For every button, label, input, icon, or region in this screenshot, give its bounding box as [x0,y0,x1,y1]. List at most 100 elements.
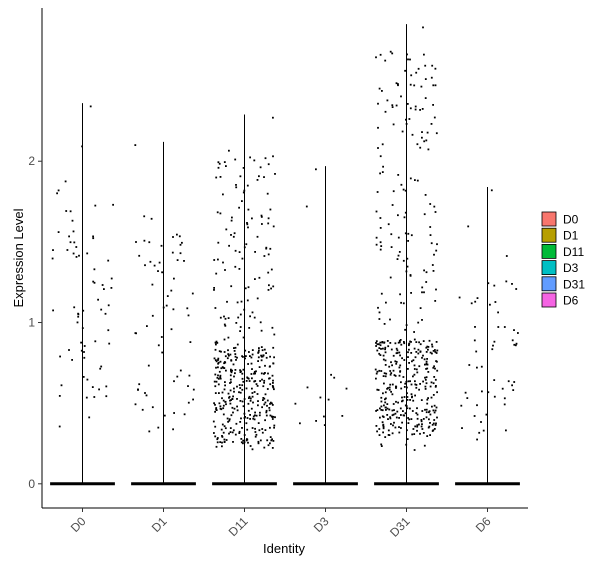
data-point [232,429,235,432]
data-point [229,399,231,402]
data-point [238,268,241,270]
data-point [418,423,420,426]
data-point [144,392,146,394]
data-point [435,352,438,354]
data-point [58,425,61,428]
data-point [181,241,183,244]
data-point [418,341,420,344]
data-point [378,87,381,90]
data-point [243,412,246,415]
data-point [416,179,419,182]
data-point [219,405,222,408]
data-point [390,233,393,236]
data-point [77,313,80,316]
data-point [176,233,178,236]
data-point [246,428,249,431]
data-point [253,372,255,375]
data-point [432,409,435,412]
data-point [391,52,394,55]
data-point [497,311,499,314]
data-point [272,386,275,389]
data-point [406,265,409,268]
data-point [165,304,168,307]
legend-label: D31 [563,277,585,291]
data-point [267,163,270,166]
data-point [267,372,269,375]
data-point [392,354,395,357]
data-point [266,192,269,195]
data-point [183,260,185,262]
data-point [97,298,99,301]
data-point [265,414,268,417]
data-point [256,179,259,181]
data-point [234,346,237,349]
data-point [259,411,261,414]
data-point [214,425,217,428]
data-point [269,426,271,429]
data-point [385,406,387,409]
data-point [383,341,385,344]
data-point [236,398,238,400]
data-point [272,116,274,119]
data-point [226,357,229,360]
data-point [421,423,423,426]
data-point [218,402,221,405]
data-point [82,376,85,378]
data-point [160,244,163,247]
data-point [424,376,426,379]
data-point [480,365,483,368]
data-point [434,84,437,87]
data-point [404,404,407,407]
data-point [389,373,392,376]
data-point [239,400,242,402]
data-point [375,425,378,427]
data-point [426,398,429,401]
data-point [243,398,246,400]
data-point [379,53,382,56]
data-point [382,416,385,418]
data-point [176,375,179,378]
data-point [490,189,493,192]
data-point [219,212,222,215]
data-point [221,423,224,426]
data-point [426,358,428,360]
data-point [432,394,435,396]
data-point [435,385,437,387]
data-point [413,433,416,435]
data-point [230,368,232,371]
data-point [221,391,224,394]
data-point [396,349,399,352]
data-point [249,399,252,402]
data-point [221,366,224,368]
data-point [405,380,408,383]
data-point [416,143,419,146]
data-point [231,406,234,409]
data-point [234,355,237,358]
data-point [247,409,250,412]
data-point [173,412,175,414]
data-point [213,357,216,360]
data-point [430,123,433,125]
data-point [251,392,254,394]
data-point [157,344,160,347]
data-point [396,410,399,413]
data-point [147,364,150,367]
data-point [266,404,268,407]
data-point [226,300,228,303]
data-point [400,183,403,186]
data-point [247,377,250,380]
data-point [234,249,237,252]
data-point [409,407,411,410]
data-point [333,376,336,379]
data-point [425,360,428,363]
data-point [233,350,236,352]
data-point [387,387,389,389]
data-point [305,205,308,208]
data-point [65,210,68,212]
data-point [425,281,428,283]
data-point [379,155,382,158]
data-point [414,380,416,383]
data-point [433,365,435,368]
data-point [232,395,234,398]
